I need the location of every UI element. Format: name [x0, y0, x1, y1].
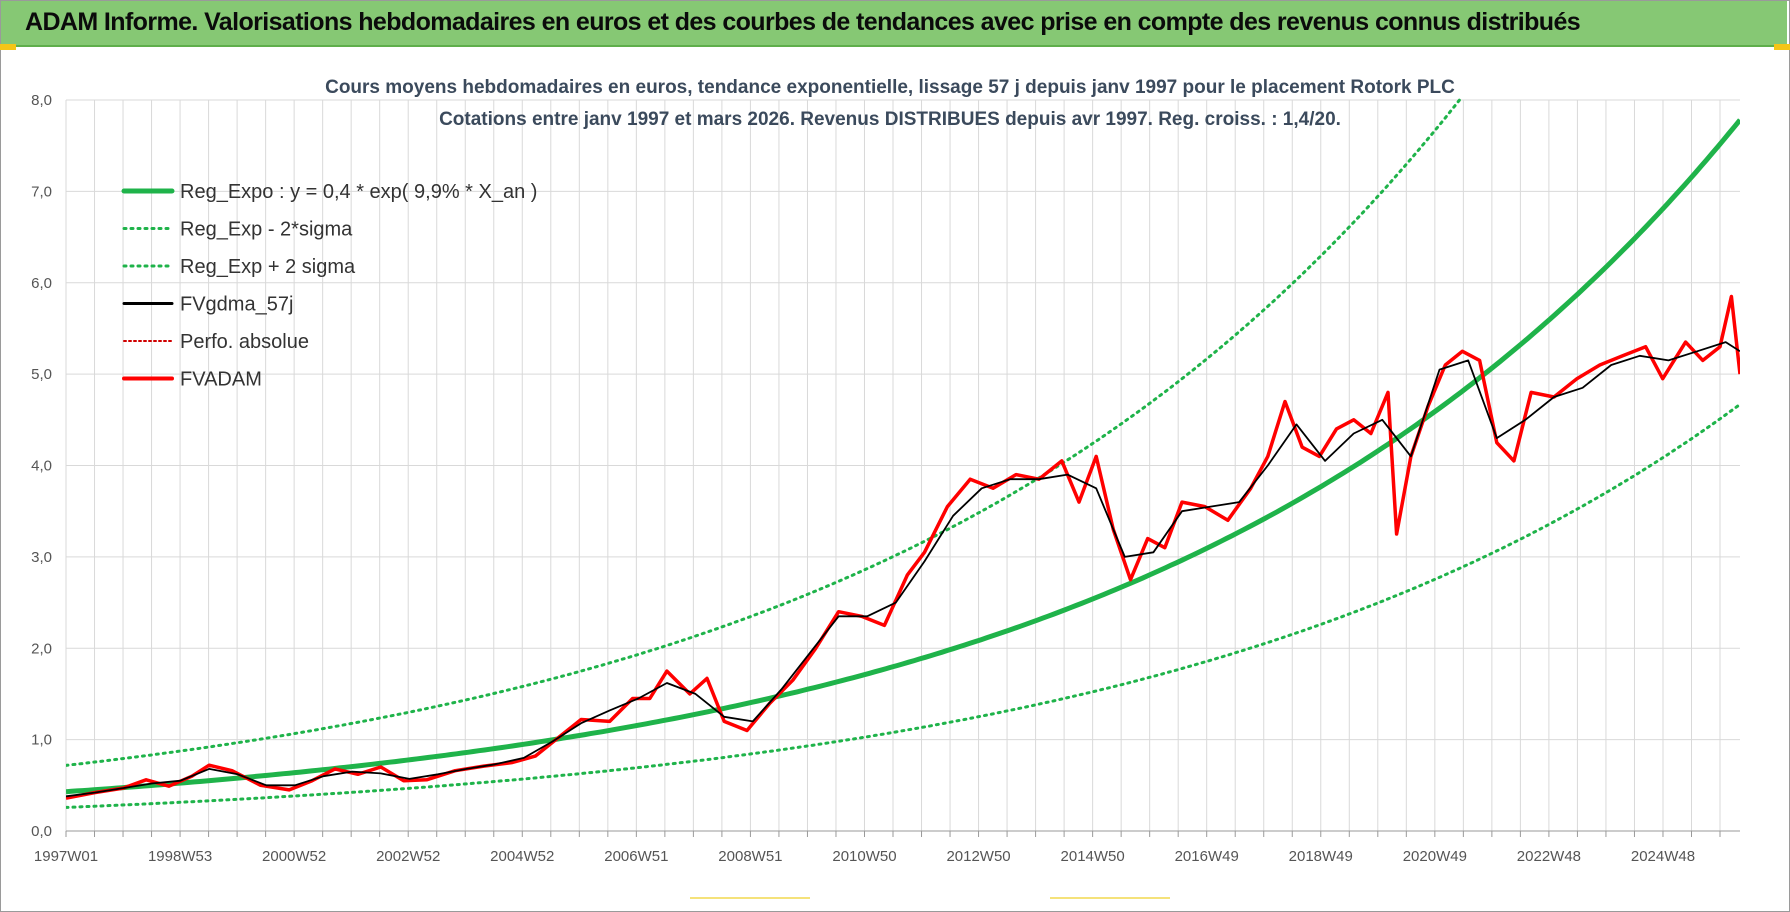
corner-accent-left: [0, 44, 16, 50]
x-tick-label: 2004W52: [490, 848, 554, 865]
grid: [65, 99, 1740, 832]
x-tick-label: 2002W52: [376, 848, 440, 865]
chart-title-line-1: Cours moyens hebdomadaires en euros, ten…: [325, 77, 1455, 98]
corner-accent-right: [1774, 44, 1790, 50]
series-fvgdma-57j: [66, 341, 1740, 798]
y-tick-label: 8,0: [31, 92, 52, 109]
legend-label: Reg_Exp - 2*sigma: [180, 219, 353, 241]
plot-area: [66, 98, 1740, 809]
y-tick-label: 5,0: [31, 366, 52, 383]
y-tick-label: 0,0: [31, 823, 52, 840]
y-tick-label: 6,0: [31, 275, 52, 292]
series-reg-exp-minus-2-sigma: [66, 402, 1740, 809]
x-tick-label: 2006W51: [604, 848, 668, 865]
page-title: ADAM Informe. Valorisations hebdomadaire…: [25, 8, 1581, 36]
legend-label: FVgdma_57j: [180, 294, 293, 316]
y-tick-label: 3,0: [31, 549, 52, 566]
x-tick-label: 2020W49: [1403, 848, 1467, 865]
chart-title-line-2: Cotations entre janv 1997 et mars 2026. …: [439, 109, 1341, 130]
y-tick-label: 1,0: [31, 732, 52, 749]
y-tick-label: 7,0: [31, 183, 52, 200]
y-tick-label: 4,0: [31, 458, 52, 475]
x-tick-label: 2008W51: [718, 848, 782, 865]
legend: Reg_Expo : y = 0,4 * exp( 9,9% * X_an ) R…: [121, 181, 537, 391]
legend-label: Perfo. absolue: [180, 331, 309, 353]
x-tick-label: 2024W48: [1631, 848, 1695, 865]
x-tick-label: 1997W01: [34, 848, 98, 865]
x-tick-label: 2016W49: [1175, 848, 1239, 865]
y-tick-label: 2,0: [31, 640, 52, 657]
legend-label: Reg_Exp + 2 sigma: [180, 256, 356, 278]
x-tick-label: 1998W53: [148, 848, 212, 865]
header-banner: ADAM Informe. Valorisations hebdomadaire…: [1, 1, 1787, 47]
x-tick-label: 2010W50: [832, 848, 896, 865]
series-layer: [66, 98, 1740, 809]
series-reg-expo: [66, 118, 1740, 795]
axis-ticks: 0,0 1,0 2,0 3,0 4,0 5,0 6,0 7,0 8,0 1997W01 1998W5…: [31, 92, 1721, 865]
x-tick-label: 2012W50: [946, 848, 1010, 865]
series-reg-exp-plus-2-sigma: [66, 98, 1463, 767]
x-tick-label: 2000W52: [262, 848, 326, 865]
x-tick-label: 2018W49: [1289, 848, 1353, 865]
legend-label: Reg_Expo : y = 0,4 * exp( 9,9% * X_an ): [180, 181, 537, 203]
bottom-accent-line: [690, 897, 810, 899]
bottom-accent-line: [1050, 897, 1170, 899]
x-tick-label: 2014W50: [1061, 848, 1125, 865]
legend-label: FVADAM: [180, 369, 262, 391]
x-tick-label: 2022W48: [1517, 848, 1581, 865]
